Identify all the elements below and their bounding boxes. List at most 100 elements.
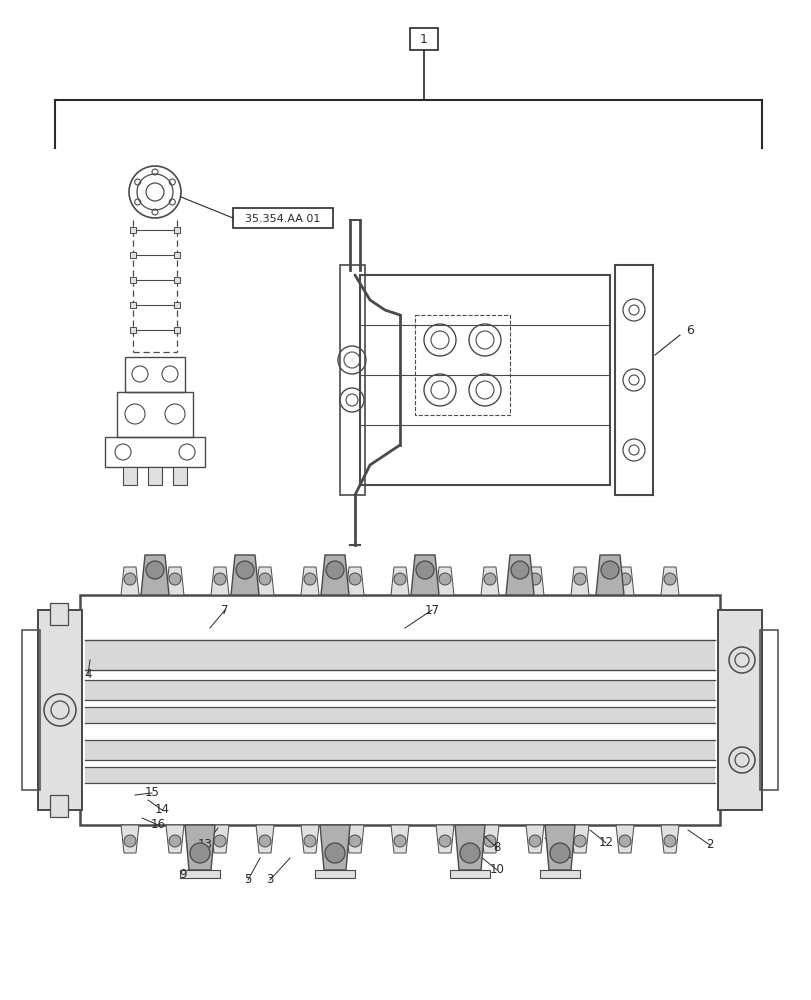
Polygon shape (436, 825, 453, 853)
Polygon shape (660, 825, 678, 853)
Text: 5: 5 (244, 874, 251, 886)
Bar (759, 630, 777, 790)
Bar (38, 610, 82, 810)
Polygon shape (570, 567, 588, 595)
Circle shape (236, 561, 254, 579)
Circle shape (190, 843, 210, 863)
Polygon shape (391, 567, 409, 595)
Circle shape (618, 573, 630, 585)
Circle shape (259, 835, 271, 847)
Text: 4: 4 (84, 668, 92, 682)
Circle shape (349, 573, 361, 585)
Circle shape (439, 573, 450, 585)
Polygon shape (320, 555, 349, 595)
Polygon shape (165, 567, 184, 595)
Bar (174, 302, 180, 308)
Text: 12: 12 (598, 836, 613, 849)
Circle shape (618, 835, 630, 847)
Polygon shape (480, 567, 499, 595)
Bar (130, 252, 135, 258)
Circle shape (528, 573, 540, 585)
Circle shape (393, 573, 406, 585)
Text: 6: 6 (685, 324, 693, 336)
Bar (85, 767, 714, 783)
Polygon shape (211, 567, 229, 595)
Bar (414, 315, 509, 415)
Bar (105, 437, 204, 467)
Bar (148, 467, 162, 485)
Bar (614, 265, 652, 495)
Bar (122, 467, 137, 485)
Bar (410, 28, 437, 50)
Polygon shape (165, 825, 184, 853)
Circle shape (44, 694, 76, 726)
Circle shape (663, 573, 676, 585)
Circle shape (324, 843, 345, 863)
Polygon shape (211, 825, 229, 853)
Circle shape (728, 747, 754, 773)
Polygon shape (230, 555, 259, 595)
Circle shape (600, 561, 618, 579)
Circle shape (439, 835, 450, 847)
Bar (315, 870, 354, 878)
Circle shape (573, 573, 586, 585)
Bar (359, 275, 609, 485)
Circle shape (146, 561, 164, 579)
Circle shape (349, 835, 361, 847)
Text: 7: 7 (221, 603, 229, 616)
Polygon shape (480, 825, 499, 853)
Circle shape (728, 647, 754, 673)
Polygon shape (301, 567, 319, 595)
Circle shape (259, 573, 271, 585)
Bar (130, 277, 135, 283)
Circle shape (169, 835, 181, 847)
Polygon shape (570, 825, 588, 853)
Polygon shape (505, 555, 534, 595)
Circle shape (124, 835, 135, 847)
Bar (233, 208, 333, 228)
Polygon shape (255, 825, 273, 853)
Polygon shape (345, 567, 363, 595)
Text: 17: 17 (424, 603, 439, 616)
Bar (717, 610, 761, 810)
Text: 14: 14 (154, 803, 169, 816)
Polygon shape (301, 825, 319, 853)
Circle shape (483, 835, 496, 847)
Circle shape (169, 573, 181, 585)
Text: 15: 15 (144, 786, 159, 799)
Bar (85, 740, 714, 760)
Bar (717, 610, 761, 810)
Bar (130, 327, 135, 333)
Polygon shape (320, 825, 350, 870)
Polygon shape (121, 825, 139, 853)
Circle shape (573, 835, 586, 847)
Polygon shape (660, 567, 678, 595)
Polygon shape (526, 825, 543, 853)
Bar (50, 795, 68, 817)
Polygon shape (526, 567, 543, 595)
Text: 35.354.AA 01: 35.354.AA 01 (245, 214, 320, 224)
Circle shape (549, 843, 569, 863)
Bar (85, 707, 714, 723)
Bar (22, 630, 40, 790)
Polygon shape (121, 567, 139, 595)
Circle shape (483, 573, 496, 585)
Bar (180, 870, 220, 878)
Circle shape (510, 561, 528, 579)
Polygon shape (185, 825, 215, 870)
Text: 13: 13 (197, 838, 212, 851)
Polygon shape (616, 567, 633, 595)
Bar (50, 603, 68, 625)
Text: 16: 16 (150, 818, 165, 831)
Circle shape (303, 835, 315, 847)
Circle shape (663, 835, 676, 847)
Bar (117, 392, 193, 437)
Circle shape (528, 835, 540, 847)
Bar (174, 277, 180, 283)
Polygon shape (454, 825, 484, 870)
Circle shape (303, 573, 315, 585)
Text: 2: 2 (706, 838, 713, 851)
Text: 10: 10 (489, 863, 504, 876)
Circle shape (214, 573, 225, 585)
Bar (174, 227, 180, 233)
